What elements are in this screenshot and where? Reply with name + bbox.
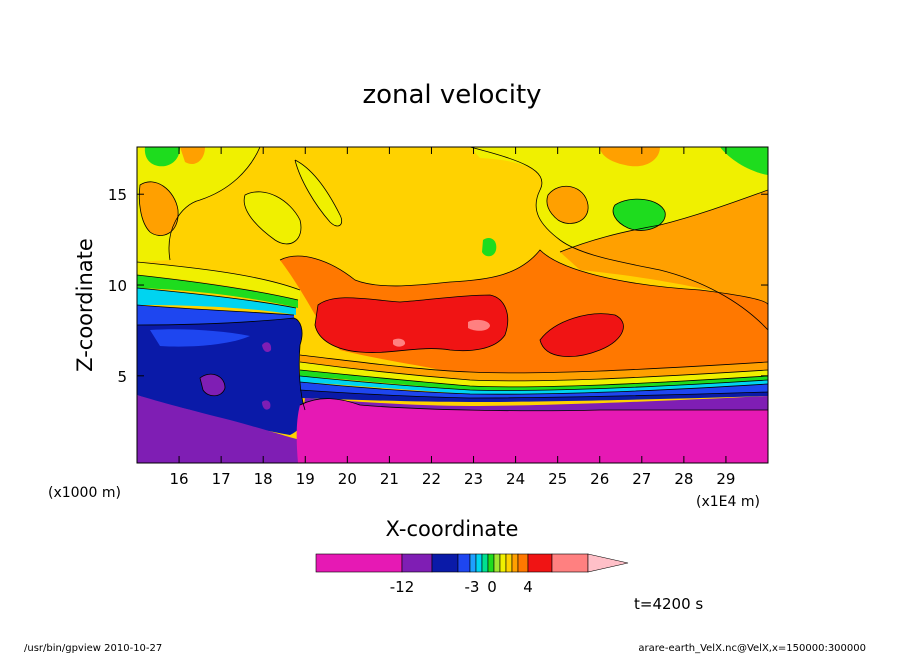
blue-streak-left [150, 329, 250, 347]
colorbar-segment [527, 553, 553, 573]
colorbar-segment [401, 553, 433, 573]
upper-orange-blob-left [139, 181, 179, 236]
y-tick-label: 15 [108, 186, 127, 204]
dark-blue-band-bottom [300, 390, 768, 402]
colorbar-label-minus12: -12 [390, 578, 415, 596]
colorbar-segment [517, 553, 529, 573]
colorbar-segment [511, 553, 519, 573]
green-topleft [144, 147, 180, 167]
x-tick-label: 29 [716, 470, 735, 488]
magenta-bottom [296, 398, 768, 463]
purple-spot-1 [200, 374, 225, 396]
yellow-low-band [137, 262, 300, 300]
y-unit-label: (x1000 m) [48, 485, 121, 501]
upper-yellow-streak [295, 160, 342, 226]
footer-left: /usr/bin/gpview 2010-10-27 [24, 643, 162, 654]
upper-yellow-mid [244, 191, 301, 244]
x-tick-label: 22 [422, 470, 441, 488]
x-tick-label: 19 [296, 470, 315, 488]
colorbar-label-minus3: -3 [465, 578, 480, 596]
purple-spot-3 [262, 400, 271, 410]
colorbar-extend-arrow [587, 553, 629, 573]
x-tick-label: 21 [380, 470, 399, 488]
red-core-left [315, 295, 508, 353]
footer-right: arare-earth_VelX.nc@VelX,x=150000:300000 [638, 643, 866, 654]
colorbar-segment [493, 553, 501, 573]
thin-blue-band [300, 382, 768, 398]
thin-yellow-band [300, 362, 768, 387]
cyan-low-band [137, 288, 296, 315]
colorbar [315, 553, 629, 573]
colorbar-segment [487, 553, 495, 573]
time-label: t=4200 s [634, 595, 703, 613]
y-axis-label: Z-coordinate [73, 238, 97, 372]
x-tick-label: 16 [170, 470, 189, 488]
x-axis-ticks: 16 17 18 19 20 21 22 23 24 25 26 27 28 29 [170, 147, 735, 488]
green-blob-mid [482, 238, 497, 257]
x-tick-label: 26 [590, 470, 609, 488]
x-axis-label: X-coordinate [386, 517, 519, 541]
light-blue-band [137, 305, 294, 325]
x-tick-label: 18 [254, 470, 273, 488]
colorbar-segment [505, 553, 513, 573]
colorbar-segment [475, 553, 483, 573]
x-tick-label: 17 [212, 470, 231, 488]
plot-frame [136, 146, 769, 464]
upper-orange-right-top [600, 147, 660, 167]
colorbar-segment [431, 553, 459, 573]
colorbar-segment [481, 553, 489, 573]
upper-orange-blob-mid [546, 186, 589, 224]
thin-green-band [300, 370, 768, 391]
x-tick-label: 20 [338, 470, 357, 488]
red-core-right [540, 313, 624, 357]
chart-title: zonal velocity [362, 80, 541, 110]
green-top-right [720, 147, 768, 175]
x-unit-label: (x1E4 m) [696, 494, 760, 510]
x-tick-label: 23 [464, 470, 483, 488]
contour-lines [137, 147, 768, 412]
x-tick-label: 25 [548, 470, 567, 488]
upper-orange-top-left [180, 147, 205, 165]
colorbar-segment [469, 553, 477, 573]
x-tick-label: 28 [674, 470, 693, 488]
colorbar-segment [499, 553, 507, 573]
colorbar-segment [315, 553, 403, 573]
green-blob-right [613, 199, 666, 231]
contour-field [137, 147, 768, 463]
pink-spot-1 [468, 319, 490, 331]
x-tick-label: 27 [632, 470, 651, 488]
colorbar-segment [551, 553, 589, 573]
thin-cyan-band [300, 376, 768, 395]
y-tick-label: 10 [108, 277, 127, 295]
x-tick-label: 24 [506, 470, 525, 488]
pink-spot-2 [393, 338, 406, 347]
y-tick-label: 5 [117, 368, 127, 386]
y-axis-ticks: 5 10 15 [108, 186, 768, 386]
thin-orange-band [300, 355, 768, 381]
colorbar-label-0: 0 [487, 578, 497, 596]
purple-spot-2 [262, 342, 272, 353]
upper-orange-right [560, 190, 768, 305]
colorbar-segment [457, 553, 471, 573]
colorbar-label-4: 4 [523, 578, 533, 596]
green-low-band [137, 275, 298, 308]
